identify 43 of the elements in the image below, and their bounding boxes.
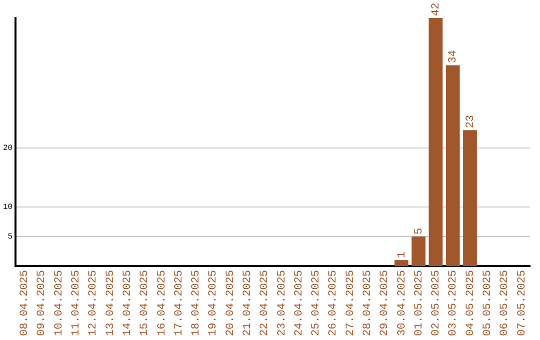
x-tick-label: 14.04.2025 — [122, 270, 134, 336]
x-tick-label: 12.04.2025 — [88, 270, 100, 336]
x-tick-label: 04.05.2025 — [464, 270, 477, 336]
bar — [428, 18, 443, 266]
data-label: 1 — [396, 251, 408, 258]
x-tick-label: 16.04.2025 — [156, 270, 168, 336]
x-tick-label: 15.04.2025 — [139, 270, 152, 336]
x-tick-label: 11.04.2025 — [70, 270, 83, 336]
x-tick-label: 13.04.2025 — [104, 270, 117, 336]
x-tick-label: 18.04.2025 — [190, 270, 203, 336]
x-tick-label: 29.04.2025 — [379, 270, 392, 336]
data-label: 5 — [413, 228, 426, 234]
data-label: 34 — [448, 50, 460, 64]
x-tick-label: 19.04.2025 — [208, 270, 220, 336]
x-tick-label: 20.04.2025 — [224, 270, 237, 336]
x-tick-label: 26.04.2025 — [328, 270, 340, 336]
x-tick-label: 23.04.2025 — [276, 270, 288, 336]
x-tick-label: 30.04.2025 — [396, 270, 408, 336]
x-tick-label: 05.05.2025 — [482, 270, 494, 336]
x-tick-label: 25.04.2025 — [310, 270, 323, 336]
x-tick-label: 24.04.2025 — [293, 270, 306, 336]
y-tick-label: 10 — [2, 203, 13, 212]
x-tick-label: 02.05.2025 — [430, 270, 443, 336]
x-tick-label: 27.04.2025 — [344, 270, 357, 336]
data-label: 42 — [430, 2, 443, 16]
x-tick-label: 17.04.2025 — [173, 270, 186, 336]
x-tick-label: 09.04.2025 — [36, 270, 48, 336]
x-tick-label: 01.05.2025 — [413, 270, 426, 336]
bar — [394, 260, 408, 266]
x-tick-label: 08.04.2025 — [19, 270, 32, 336]
y-tick-label: 5 — [8, 232, 13, 242]
x-tick-label: 10.04.2025 — [53, 270, 66, 336]
data-label: 23 — [464, 114, 477, 128]
y-tick-label: 20 — [2, 144, 13, 154]
bar — [446, 65, 460, 266]
x-tick-label: 28.04.2025 — [362, 270, 374, 336]
x-tick-label: 22.04.2025 — [259, 270, 272, 336]
x-tick-label: 07.05.2025 — [516, 270, 528, 336]
bar — [463, 130, 477, 266]
x-tick-label: 03.05.2025 — [448, 270, 460, 336]
x-tick-label: 21.04.2025 — [242, 270, 254, 336]
bar — [412, 236, 426, 266]
x-tick-label: 06.05.2025 — [499, 270, 512, 336]
